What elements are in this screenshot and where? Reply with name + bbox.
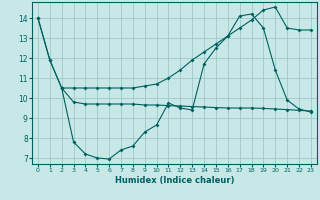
X-axis label: Humidex (Indice chaleur): Humidex (Indice chaleur) (115, 176, 234, 185)
